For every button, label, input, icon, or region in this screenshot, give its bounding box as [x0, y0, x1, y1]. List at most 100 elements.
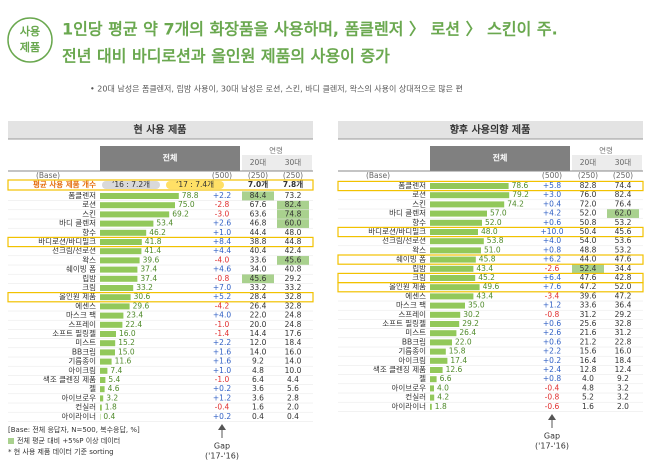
bar-label: 43.4 [476, 264, 493, 273]
bar [100, 349, 115, 356]
row-label: 색조 클렌징 제품 [43, 374, 96, 384]
row-label: 색조 클렌징 제품 [373, 364, 426, 374]
age20: 1.6 [252, 403, 264, 412]
age30: 32.8 [615, 319, 632, 328]
gap: -0.8 [545, 310, 560, 319]
bar [430, 339, 452, 346]
age20: 50.4 [580, 227, 597, 236]
bar [100, 303, 130, 310]
bar [100, 220, 154, 227]
bar-label: 37.4 [140, 274, 157, 283]
age30: 0.4 [287, 412, 299, 421]
bar-label: 53.4 [156, 219, 173, 228]
row-label: 크림 [82, 283, 96, 292]
gap: -0.8 [545, 393, 560, 402]
row-label: 미스트 [405, 328, 426, 337]
bar-label: 1.8 [435, 402, 447, 411]
age30: 24.8 [285, 311, 302, 320]
bar-label: 30.2 [463, 310, 480, 319]
bar [430, 385, 434, 392]
age-header: 연령 [269, 146, 283, 155]
age20: 47.2 [580, 282, 597, 291]
age30: 10.0 [285, 366, 302, 375]
row-label: 쉐이빙 폼 [396, 254, 426, 264]
gap: +0.8 [543, 245, 561, 254]
gap: +0.6 [543, 319, 561, 328]
cell-highlight [607, 209, 639, 219]
age30: 33.2 [285, 283, 302, 292]
bar [100, 358, 112, 365]
bar-label: 0.4 [103, 412, 115, 421]
bar [430, 311, 461, 318]
bar [100, 395, 104, 402]
bar [100, 211, 170, 218]
row-label: 스프레이 [68, 319, 96, 329]
bar-label: 29.2 [462, 319, 479, 328]
age30: 42.4 [285, 246, 302, 255]
age20: 4.8 [252, 366, 264, 375]
age20: 45.6 [250, 274, 267, 283]
cell-highlight [277, 255, 309, 265]
row-label: 기름종이 [68, 356, 96, 366]
gap: +0.2 [213, 384, 231, 393]
average-prev: ‘16 : 7.2개 [112, 179, 150, 189]
row-label: 립밤 [82, 273, 96, 283]
gap-label: ('17-'16) [535, 442, 569, 451]
bar-label: 4.6 [108, 384, 120, 393]
bar [430, 219, 482, 226]
gap: -1.0 [215, 375, 230, 384]
bar [430, 192, 510, 199]
bar [430, 238, 484, 245]
row-highlight [337, 282, 644, 293]
row-label: 컨실러 [75, 402, 96, 412]
cell-highlight [242, 274, 274, 284]
row-label: 소프트 필링젤 [52, 328, 96, 338]
badge-text: 사용 [20, 24, 40, 38]
bar-label: 4.0 [437, 383, 449, 392]
row-label: 아이브로우 [62, 392, 97, 402]
bar [430, 275, 476, 281]
bar [430, 403, 432, 410]
gap: +4.4 [213, 246, 231, 255]
row-label: 소프트 필링젤 [382, 318, 426, 328]
bar [430, 330, 457, 337]
row-label: 로션 [82, 199, 96, 209]
bar-label: 37.4 [140, 265, 157, 274]
gap: +4.6 [213, 265, 231, 274]
cell-highlight [277, 200, 309, 210]
base-label: (Base) [36, 171, 60, 180]
note: • 20대 남성은 폼클렌저, 립밤 사용이, 30대 남성은 로션, 스킨, … [90, 84, 463, 94]
row-label: 마스크 팩 [66, 310, 96, 320]
gap: -3.4 [545, 291, 560, 300]
gap: +4.2 [543, 209, 561, 218]
gap: +0.2 [213, 412, 231, 421]
age20: 15.6 [580, 347, 597, 356]
bar [100, 386, 105, 393]
gap: -4.0 [215, 255, 230, 264]
age20: 46.8 [250, 219, 267, 228]
age30: 24.8 [285, 320, 302, 329]
bar [430, 367, 443, 373]
bar-label: 12.6 [446, 365, 463, 374]
age20: 31.2 [580, 310, 597, 319]
age30: 16.0 [615, 347, 632, 356]
base-value: (250) [248, 171, 268, 180]
gap: +3.0 [543, 190, 561, 199]
cell-highlight [242, 191, 274, 201]
bar [100, 285, 134, 291]
gap: -0.6 [545, 402, 560, 411]
age30: 76.4 [615, 199, 632, 208]
age30: 29.2 [285, 274, 302, 283]
row-label: 스킨 [82, 208, 96, 218]
bar-label: 29.6 [133, 301, 150, 310]
age30: 44.8 [285, 237, 302, 246]
row-label: 바디 클렌저 [59, 218, 96, 228]
bar-label: 22.4 [125, 320, 142, 329]
bar [100, 248, 142, 255]
bar-label: 3.2 [106, 393, 118, 402]
footnote: * 현 사용 제품 데이터 기준 sorting [8, 447, 114, 456]
age30: 74.4 [615, 181, 632, 190]
gap: +2.6 [543, 328, 561, 337]
age20: 21.6 [580, 328, 597, 337]
gap: +5.8 [543, 181, 561, 190]
